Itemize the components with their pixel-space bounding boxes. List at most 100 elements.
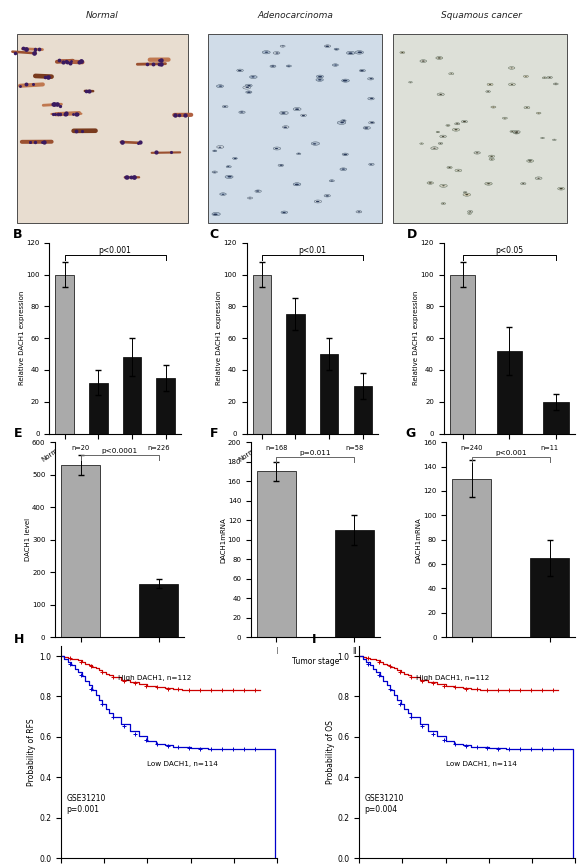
Text: H: H: [13, 633, 24, 646]
Circle shape: [284, 127, 287, 128]
Circle shape: [341, 120, 346, 121]
Circle shape: [463, 121, 466, 122]
Text: I: I: [311, 633, 316, 646]
Circle shape: [223, 106, 228, 108]
Text: p<0.001: p<0.001: [495, 450, 526, 456]
Circle shape: [213, 150, 217, 152]
Circle shape: [270, 65, 276, 68]
Circle shape: [523, 75, 529, 77]
Text: p<0.001: p<0.001: [99, 245, 131, 255]
Circle shape: [325, 195, 329, 197]
Circle shape: [249, 198, 251, 199]
Circle shape: [511, 84, 513, 85]
Circle shape: [491, 106, 496, 108]
Y-axis label: Relative DACH1 expression: Relative DACH1 expression: [19, 291, 25, 385]
Circle shape: [489, 84, 492, 85]
Circle shape: [340, 168, 347, 171]
Circle shape: [490, 156, 493, 157]
Circle shape: [293, 183, 301, 186]
Circle shape: [331, 180, 333, 181]
Circle shape: [349, 52, 353, 54]
Circle shape: [220, 192, 226, 195]
Circle shape: [355, 50, 364, 54]
Text: n=20: n=20: [71, 445, 89, 451]
Circle shape: [427, 181, 433, 185]
Circle shape: [282, 126, 289, 128]
Circle shape: [537, 178, 540, 179]
Bar: [61, 465, 100, 637]
Circle shape: [553, 139, 556, 140]
Circle shape: [436, 131, 440, 133]
Circle shape: [370, 78, 372, 79]
Circle shape: [213, 172, 216, 173]
Circle shape: [295, 108, 299, 110]
Circle shape: [293, 108, 301, 111]
Circle shape: [553, 83, 558, 85]
Circle shape: [318, 79, 321, 81]
Circle shape: [240, 111, 243, 113]
Circle shape: [456, 123, 458, 124]
Circle shape: [503, 117, 507, 119]
Circle shape: [356, 211, 362, 213]
Circle shape: [487, 83, 493, 86]
Text: Squamous cancer: Squamous cancer: [441, 11, 522, 21]
Circle shape: [334, 49, 339, 50]
Circle shape: [360, 69, 365, 72]
Circle shape: [370, 122, 374, 123]
Circle shape: [368, 121, 375, 124]
Circle shape: [246, 91, 252, 94]
Text: n=226: n=226: [148, 445, 170, 451]
Bar: [253, 275, 271, 434]
Circle shape: [489, 155, 494, 158]
Bar: [17, 34, 188, 223]
Bar: [530, 558, 569, 637]
Circle shape: [463, 193, 471, 196]
Bar: [453, 479, 492, 637]
Circle shape: [433, 147, 436, 149]
Circle shape: [454, 123, 460, 125]
Bar: [320, 354, 338, 434]
Circle shape: [401, 52, 404, 53]
Circle shape: [441, 203, 446, 205]
X-axis label: Lymph node status: Lymph node status: [475, 657, 547, 667]
X-axis label: Normal  Tumor: Normal Tumor: [91, 657, 148, 667]
Circle shape: [250, 75, 257, 79]
Bar: [286, 315, 304, 434]
Text: Low DACH1, n=114: Low DACH1, n=114: [148, 761, 218, 767]
Circle shape: [280, 45, 285, 47]
Y-axis label: Probability of RFS: Probability of RFS: [27, 719, 37, 786]
Circle shape: [278, 164, 284, 166]
Circle shape: [474, 152, 480, 154]
Circle shape: [316, 78, 324, 81]
Circle shape: [486, 90, 490, 93]
Y-axis label: DACH1mRNA: DACH1mRNA: [416, 517, 422, 563]
Circle shape: [455, 169, 462, 172]
Circle shape: [313, 143, 316, 145]
Circle shape: [342, 153, 349, 155]
Circle shape: [212, 212, 220, 216]
Circle shape: [302, 115, 305, 116]
Circle shape: [555, 83, 557, 84]
Circle shape: [216, 85, 224, 88]
Circle shape: [325, 45, 329, 47]
Circle shape: [508, 67, 515, 69]
Circle shape: [370, 98, 373, 99]
Circle shape: [218, 147, 221, 148]
Circle shape: [442, 136, 444, 137]
Circle shape: [329, 179, 335, 182]
Circle shape: [439, 94, 442, 95]
Circle shape: [212, 171, 217, 173]
Circle shape: [237, 69, 243, 72]
Circle shape: [281, 112, 286, 114]
Text: p=0.011: p=0.011: [299, 450, 331, 456]
Circle shape: [548, 77, 551, 78]
Circle shape: [529, 160, 532, 161]
Circle shape: [252, 76, 254, 77]
Text: p<0.0001: p<0.0001: [102, 448, 138, 454]
Circle shape: [419, 143, 424, 144]
Circle shape: [431, 147, 438, 150]
Circle shape: [468, 211, 473, 212]
Circle shape: [219, 86, 222, 87]
Circle shape: [287, 66, 290, 67]
Circle shape: [429, 182, 432, 184]
